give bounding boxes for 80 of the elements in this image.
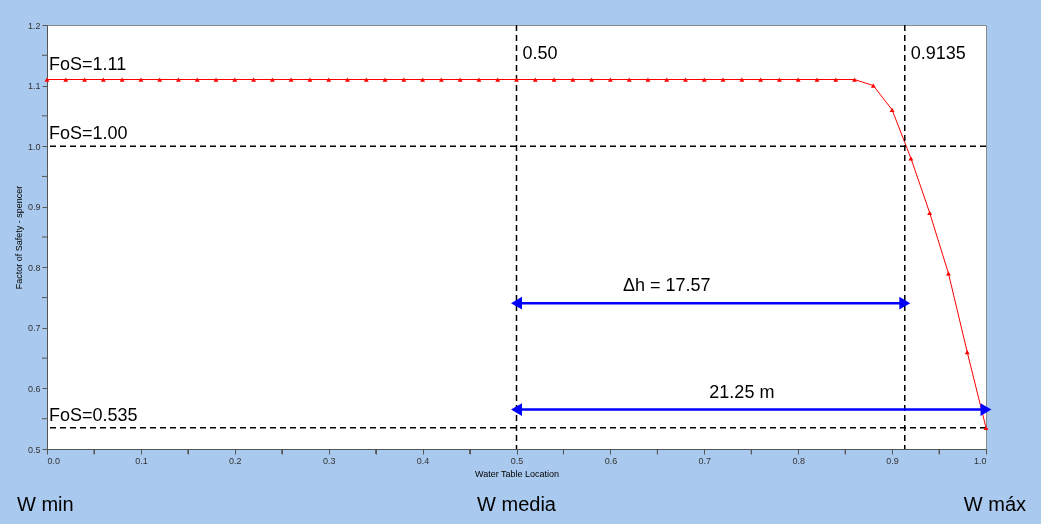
point <box>476 77 482 82</box>
point <box>833 77 839 82</box>
point <box>307 77 313 82</box>
point <box>345 77 350 82</box>
annotation: W media <box>477 493 557 515</box>
point <box>213 77 219 82</box>
x-tick-label: 0.4 <box>416 455 430 466</box>
y-tick-label: 0.9 <box>27 202 41 213</box>
point <box>889 107 895 112</box>
y-tick-label: 0.7 <box>27 323 41 334</box>
point <box>288 77 294 82</box>
x-tick-label: 0.9 <box>886 455 899 466</box>
y-tick-label: 1.2 <box>27 20 41 31</box>
point <box>683 77 688 82</box>
point <box>138 77 144 82</box>
point <box>420 77 426 82</box>
point <box>457 77 463 82</box>
point <box>758 77 764 82</box>
y-tick-label: 1.0 <box>27 141 41 152</box>
point <box>589 77 595 82</box>
point <box>269 77 275 82</box>
point <box>739 77 745 82</box>
y-tick-label: 0.5 <box>27 444 41 455</box>
point <box>927 210 933 215</box>
point <box>645 77 651 82</box>
point <box>870 83 876 88</box>
x-tick-label: 0.2 <box>229 455 242 466</box>
point <box>363 77 369 82</box>
point <box>852 77 857 82</box>
y-tick-label: 1.1 <box>27 81 41 92</box>
x-tick-label: 0.3 <box>322 455 336 466</box>
y-axis-title: Factor of Safety - spencer <box>13 185 24 290</box>
point <box>532 77 538 82</box>
point <box>251 77 257 82</box>
point <box>626 77 632 82</box>
point <box>551 77 557 82</box>
point <box>176 77 181 82</box>
x-tick-label: 0.8 <box>792 455 805 466</box>
point <box>194 77 200 82</box>
point <box>964 349 970 355</box>
x-tick-label: 0.7 <box>698 455 712 466</box>
x-tick-label: 0.5 <box>510 455 524 466</box>
point <box>720 77 726 82</box>
ref-line-label: FoS=0.535 <box>49 404 138 425</box>
point <box>63 77 69 82</box>
point <box>701 77 707 82</box>
point <box>100 77 106 82</box>
point <box>438 77 444 82</box>
text: W min <box>17 493 74 515</box>
point <box>795 77 801 82</box>
ref-line-label: 0.50 <box>522 43 558 64</box>
x-axis-title: Water Table Location <box>474 468 560 479</box>
point <box>44 77 50 82</box>
point <box>157 77 163 82</box>
point <box>401 77 407 82</box>
annotation: Δh = 17.57 <box>622 275 711 296</box>
point <box>983 425 989 430</box>
point <box>607 77 613 82</box>
point <box>495 77 501 82</box>
x-tick-label: 0.1 <box>135 455 148 466</box>
point <box>514 77 519 82</box>
x-tick-label: 0.6 <box>604 455 618 466</box>
x-tick-label: 0.0 <box>47 455 61 466</box>
point <box>326 77 332 82</box>
point <box>119 77 125 82</box>
annotation: 21.25 m <box>709 381 775 402</box>
point <box>382 77 388 82</box>
y-tick-label: 0.6 <box>27 383 41 394</box>
point <box>664 77 670 82</box>
ref-line-label: FoS=1.00 <box>49 123 128 144</box>
text: W máx <box>963 493 1026 515</box>
x-tick-label: 1.0 <box>973 455 987 466</box>
point <box>82 77 88 82</box>
annotation: FoS=1.11 <box>49 53 127 74</box>
point <box>232 77 238 82</box>
point <box>776 77 782 82</box>
point <box>814 77 820 82</box>
y-tick-label: 0.8 <box>27 262 41 273</box>
point <box>570 77 576 82</box>
ref-line-label: 0.9135 <box>910 43 966 64</box>
